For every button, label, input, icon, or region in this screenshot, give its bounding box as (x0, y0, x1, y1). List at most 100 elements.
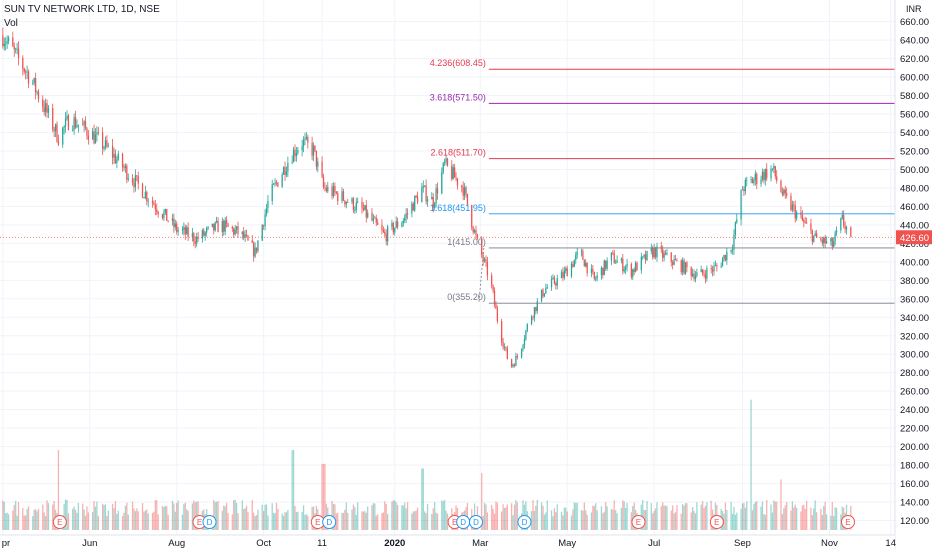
candle-body (241, 231, 243, 235)
candle-body (254, 247, 256, 257)
price-tick-label: 480.00 (900, 183, 929, 194)
fib-trend-line[interactable] (478, 247, 485, 304)
volume-bar (12, 510, 14, 530)
earnings-marker[interactable] (709, 515, 724, 529)
candle-body (663, 253, 665, 258)
candle-body (345, 201, 347, 205)
volume-bar (495, 501, 497, 530)
candle-body (654, 247, 657, 258)
volume-bar (76, 512, 78, 530)
earnings-marker[interactable] (840, 515, 855, 529)
earnings-marker[interactable] (52, 515, 67, 529)
volume-indicator-label[interactable]: Vol (4, 18, 18, 29)
candle-body (391, 223, 393, 227)
volume-bar (127, 514, 129, 530)
volume-bar (813, 508, 815, 530)
candle-body (711, 269, 714, 272)
volume-bar (803, 504, 805, 530)
price-tick-label: 400.00 (900, 257, 929, 268)
volume-bar (693, 511, 695, 530)
currency-label[interactable]: INR (906, 4, 922, 14)
dividend-marker[interactable] (202, 515, 217, 529)
volume-bar (676, 505, 678, 530)
candle-body (513, 364, 516, 366)
volume-bar (435, 512, 437, 530)
dividend-marker[interactable] (517, 515, 532, 529)
candle-body (684, 262, 687, 274)
volume-bar (670, 510, 672, 530)
volume-bar (401, 505, 403, 530)
candle-body (813, 235, 815, 242)
earnings-marker[interactable] (631, 515, 646, 529)
candle-body (473, 230, 476, 233)
candle-body (710, 268, 712, 270)
volume-bar (23, 515, 25, 530)
price-tick-label: 640.00 (900, 36, 929, 47)
candle-body (284, 167, 286, 176)
volume-bar (482, 516, 484, 530)
candle-body (12, 37, 14, 47)
candle-body (682, 260, 684, 273)
candle-body (234, 229, 236, 235)
candle-body (22, 57, 24, 69)
candle-body (211, 223, 213, 227)
volume-bar (444, 499, 446, 530)
candle-body (824, 237, 826, 244)
fibonacci-extension[interactable]: 4.236(608.45) 3.618(571.50) 2.618(511.70) 1… (430, 58, 895, 304)
candlesticks[interactable] (0, 27, 895, 369)
candle-body (25, 71, 27, 73)
price-tick-label: 360.00 (900, 294, 929, 305)
volume-bar (575, 502, 577, 530)
volume-bar (796, 507, 798, 530)
candle-body (96, 132, 98, 135)
candle-body (606, 260, 608, 269)
candle-body (743, 189, 745, 192)
candle-body (292, 149, 295, 163)
candle-body (465, 187, 467, 194)
volume-bar (237, 513, 239, 530)
candle-body (387, 226, 389, 242)
dividend-marker[interactable] (469, 515, 484, 529)
candle-body (342, 191, 345, 201)
candle-body (371, 212, 373, 221)
volume-bar (337, 512, 339, 530)
candle-body (402, 220, 404, 223)
volume-bar (790, 510, 792, 530)
candle-body (335, 192, 337, 194)
candle-body (580, 250, 583, 252)
dividend-marker[interactable] (322, 515, 337, 529)
volume-bar (86, 506, 88, 530)
volume-bar (93, 500, 95, 530)
candle-body (774, 166, 776, 177)
price-tick-label: 520.00 (900, 146, 929, 157)
volume-bar (357, 502, 359, 530)
volume-bar (156, 500, 158, 530)
candle-body (532, 316, 534, 318)
volume-bar (502, 504, 504, 530)
candle-body (483, 259, 486, 262)
volume-bar (3, 501, 5, 530)
candle-body (156, 209, 158, 212)
volume-bar (367, 506, 369, 530)
candle-body (261, 225, 263, 241)
candle-body (650, 248, 652, 252)
time-axis[interactable]: pr Jun Aug Oct 11 2020 Mar May Jul Sep Nov 14 (0, 534, 896, 550)
candle-body (723, 255, 725, 260)
candle-body (186, 227, 188, 235)
volume-bar (746, 501, 748, 530)
candle-body (281, 174, 283, 187)
last-price-tag[interactable] (896, 230, 932, 245)
price-axis[interactable]: 120.00 140.00 160.00 180.00 200.00 220.00 240.… (894, 0, 932, 550)
candle-body (502, 341, 504, 348)
chart-title: SUN TV NETWORK LTD, 1D, NSE (4, 4, 160, 15)
volume-bar (53, 500, 55, 530)
volume-bar (683, 505, 685, 530)
candle-body (456, 178, 459, 186)
candle-body (562, 272, 564, 278)
volume-bar (103, 505, 105, 530)
candle-body (662, 249, 664, 258)
candle-body (231, 226, 233, 229)
candle-body (694, 275, 697, 280)
